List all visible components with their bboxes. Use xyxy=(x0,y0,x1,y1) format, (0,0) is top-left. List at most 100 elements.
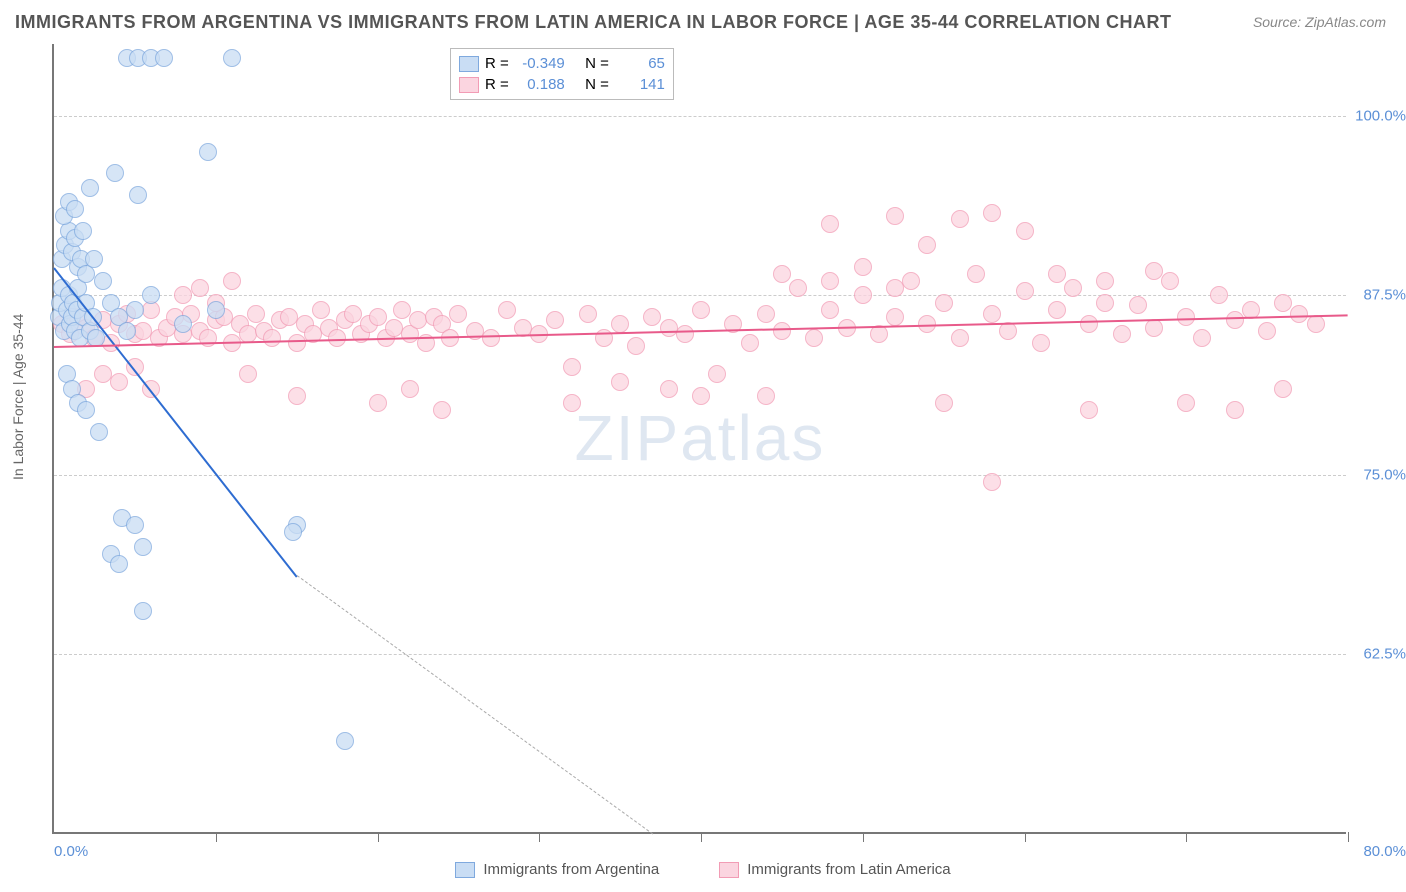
data-point xyxy=(1274,294,1292,312)
x-tick xyxy=(1025,832,1026,842)
data-point xyxy=(643,308,661,326)
data-point xyxy=(1032,334,1050,352)
data-point xyxy=(1307,315,1325,333)
gridline xyxy=(54,295,1346,296)
x-tick xyxy=(1186,832,1187,842)
y-tick-label: 100.0% xyxy=(1355,107,1406,124)
data-point xyxy=(393,301,411,319)
gridline xyxy=(54,475,1346,476)
data-point xyxy=(1226,311,1244,329)
data-point xyxy=(1210,286,1228,304)
data-point xyxy=(482,329,500,347)
gridline xyxy=(54,116,1346,117)
data-point xyxy=(741,334,759,352)
data-point xyxy=(935,294,953,312)
n-label: N = xyxy=(585,76,609,93)
data-point xyxy=(1177,394,1195,412)
data-point xyxy=(174,315,192,333)
data-point xyxy=(563,394,581,412)
data-point xyxy=(129,186,147,204)
series-name-latin-america: Immigrants from Latin America xyxy=(747,861,950,878)
data-point xyxy=(336,732,354,750)
source-label: Source: ZipAtlas.com xyxy=(1253,14,1386,30)
y-tick-label: 75.0% xyxy=(1363,466,1406,483)
data-point xyxy=(999,322,1017,340)
data-point xyxy=(223,49,241,67)
data-point xyxy=(223,272,241,290)
data-point xyxy=(854,286,872,304)
data-point xyxy=(902,272,920,290)
data-point xyxy=(409,311,427,329)
data-point xyxy=(821,215,839,233)
data-point xyxy=(77,401,95,419)
data-point xyxy=(247,305,265,323)
data-point xyxy=(757,387,775,405)
r-label: R = xyxy=(485,76,509,93)
data-point xyxy=(1048,265,1066,283)
data-point xyxy=(983,305,1001,323)
data-point xyxy=(284,523,302,541)
watermark: ZIPatlas xyxy=(575,401,826,475)
data-point xyxy=(773,322,791,340)
data-point xyxy=(118,322,136,340)
data-point xyxy=(1193,329,1211,347)
legend-item-argentina: Immigrants from Argentina xyxy=(455,861,659,878)
swatch-argentina xyxy=(455,862,475,878)
data-point xyxy=(263,329,281,347)
data-point xyxy=(983,204,1001,222)
data-point xyxy=(498,301,516,319)
data-point xyxy=(886,279,904,297)
data-point xyxy=(110,555,128,573)
data-point xyxy=(239,365,257,383)
data-point xyxy=(821,272,839,290)
n-value-argentina: 65 xyxy=(615,55,665,72)
r-label: R = xyxy=(485,55,509,72)
x-tick xyxy=(701,832,702,842)
r-value-argentina: -0.349 xyxy=(515,55,565,72)
data-point xyxy=(1080,401,1098,419)
plot-area: ZIPatlas 62.5%75.0%87.5%100.0%0.0%80.0% xyxy=(52,44,1346,834)
data-point xyxy=(1290,305,1308,323)
legend-row-argentina: R = -0.349 N = 65 xyxy=(459,53,665,74)
r-value-latin-america: 0.188 xyxy=(515,76,565,93)
data-point xyxy=(789,279,807,297)
data-point xyxy=(611,373,629,391)
data-point xyxy=(708,365,726,383)
data-point xyxy=(563,358,581,376)
data-point xyxy=(312,301,330,319)
data-point xyxy=(967,265,985,283)
data-point xyxy=(579,305,597,323)
data-point xyxy=(1048,301,1066,319)
data-point xyxy=(546,311,564,329)
data-point xyxy=(106,164,124,182)
data-point xyxy=(611,315,629,333)
data-point xyxy=(1096,272,1114,290)
data-point xyxy=(155,49,173,67)
data-point xyxy=(805,329,823,347)
data-point xyxy=(692,301,710,319)
data-point xyxy=(288,334,306,352)
data-point xyxy=(126,516,144,534)
data-point xyxy=(627,337,645,355)
correlation-legend: R = -0.349 N = 65 R = 0.188 N = 141 xyxy=(450,48,674,100)
swatch-latin-america xyxy=(719,862,739,878)
data-point xyxy=(773,265,791,283)
data-point xyxy=(66,200,84,218)
data-point xyxy=(1258,322,1276,340)
data-point xyxy=(1145,319,1163,337)
data-point xyxy=(134,538,152,556)
data-point xyxy=(369,308,387,326)
data-point xyxy=(207,301,225,319)
series-legend: Immigrants from Argentina Immigrants fro… xyxy=(0,861,1406,878)
data-point xyxy=(821,301,839,319)
y-axis-label: In Labor Force | Age 35-44 xyxy=(10,314,26,480)
data-point xyxy=(886,308,904,326)
data-point xyxy=(449,305,467,323)
n-value-latin-america: 141 xyxy=(615,76,665,93)
data-point xyxy=(433,401,451,419)
data-point xyxy=(126,301,144,319)
data-point xyxy=(1129,296,1147,314)
trend-line xyxy=(296,576,652,835)
data-point xyxy=(983,473,1001,491)
data-point xyxy=(1080,315,1098,333)
